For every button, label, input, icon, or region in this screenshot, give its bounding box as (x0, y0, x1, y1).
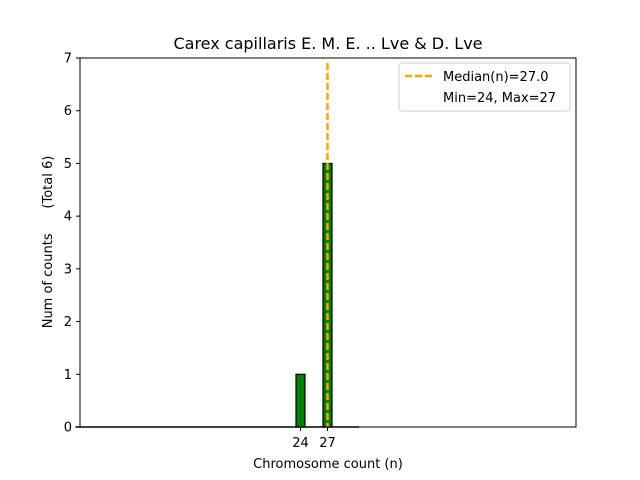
x-axis-label: Chromosome count (n) (253, 457, 403, 472)
y-tick-label: 0 (64, 421, 72, 436)
legend-median-label: Median(n)=27.0 (443, 70, 549, 85)
x-tick-label: 27 (319, 436, 336, 451)
y-tick-label: 4 (64, 210, 72, 225)
y-axis: 0 1 2 3 4 5 6 7 (64, 52, 80, 436)
y-tick-label: 6 (64, 104, 72, 119)
legend-range-label: Min=24, Max=27 (443, 91, 556, 106)
y-axis-label: Num of counts (Total 6) (41, 156, 56, 329)
y-tick-label: 2 (64, 315, 72, 330)
y-tick-label: 5 (64, 157, 72, 172)
legend-box (398, 62, 571, 112)
legend: Median(n)=27.0 Min=24, Max=27 (398, 62, 571, 112)
x-axis: 24 27 (292, 427, 336, 451)
y-tick-label: 1 (64, 368, 72, 383)
x-tick-label: 24 (292, 436, 309, 451)
y-tick-label: 7 (64, 52, 72, 67)
chart-title: Carex capillaris E. M. E. .. Lve & D. Lv… (173, 34, 482, 53)
bar-24 (295, 373, 306, 428)
y-tick-label: 3 (64, 262, 72, 277)
